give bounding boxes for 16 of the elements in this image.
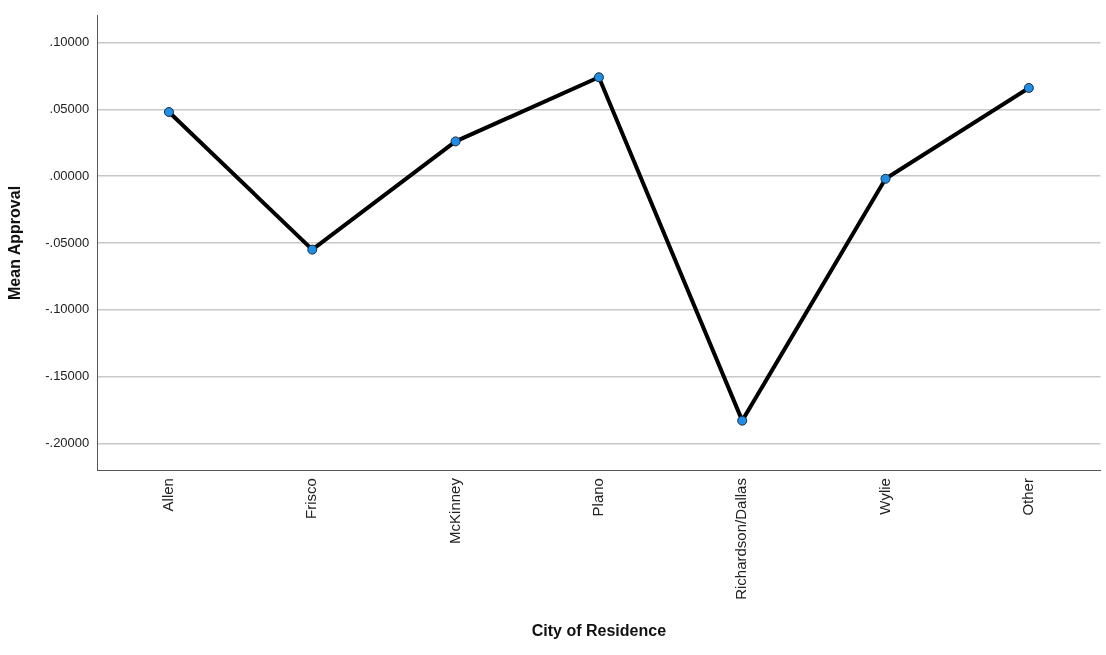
x-tick-label: Allen: [159, 478, 177, 512]
x-tick-label: McKinney: [445, 477, 463, 544]
y-axis-title: Mean Approval: [6, 185, 24, 300]
x-axis-title: City of Residence: [531, 621, 667, 639]
y-tick-label: .05000: [49, 100, 90, 116]
x-tick-label: Richardson/Dallas: [732, 478, 750, 600]
y-tick-label: .00000: [49, 167, 90, 183]
y-tick-label: .10000: [49, 34, 90, 50]
y-tick-label: -.05000: [45, 234, 90, 250]
y-tick-label: -.20000: [45, 434, 90, 450]
y-tick-label: -.10000: [45, 301, 90, 317]
y-tick-label: -.15000: [45, 368, 90, 384]
x-tick-label: Wylie: [875, 478, 893, 515]
x-tick-label: Plano: [589, 478, 607, 517]
x-tick-label: Frisco: [302, 478, 320, 519]
x-tick-label: Other: [1018, 478, 1036, 516]
